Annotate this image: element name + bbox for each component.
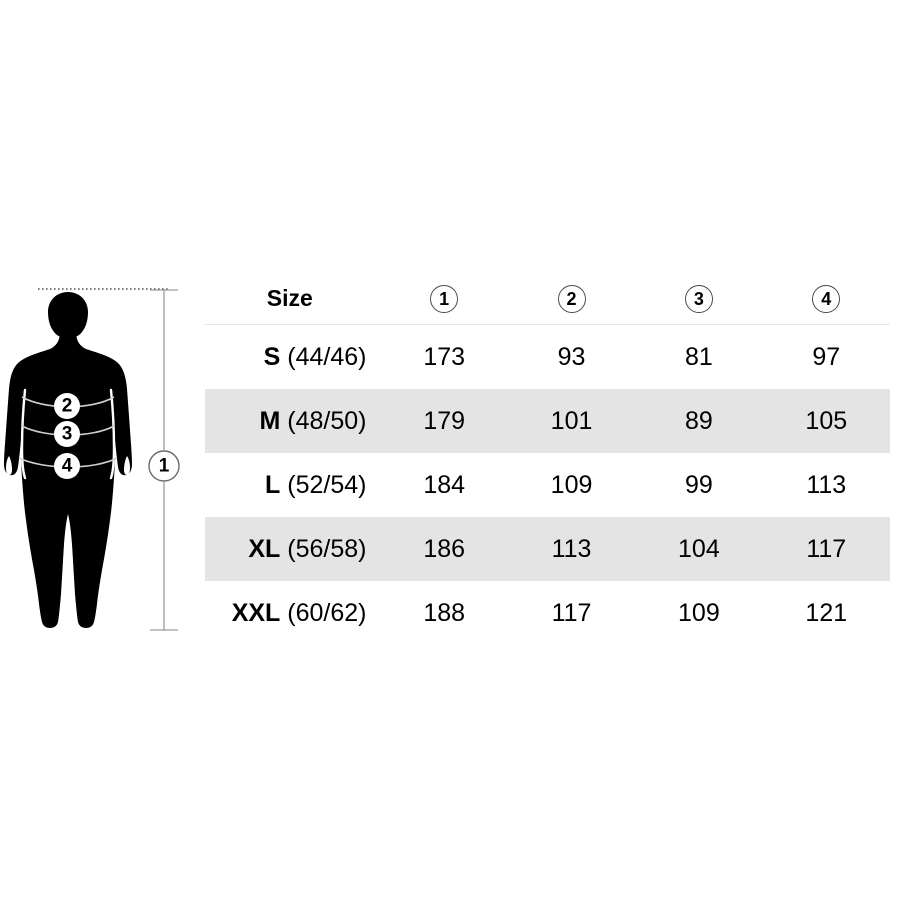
marker-waist-label: 3 [62,424,73,445]
cell-size-label: M (48/50) [205,389,381,453]
circle-3-icon: 3 [684,284,713,313]
circle-1-icon: 1 [430,284,459,313]
cell-measure-3: 104 [635,517,763,581]
column-header-size: Size [266,284,313,311]
cell-measure-3: 89 [635,389,763,453]
size-range: (56/58) [287,534,367,563]
cell-measure-1: 179 [380,389,508,453]
column-header-measure-1: 1 [381,272,508,324]
size-code: XXL [231,598,281,627]
size-code: M [259,406,281,435]
hand-detail [6,456,130,475]
cell-size-label: XXL (60/62) [205,581,381,645]
cell-measure-3: 81 [684,342,713,371]
marker-waist: 3 [54,421,80,447]
divider-rule [205,324,890,325]
marker-height-label: 1 [159,456,170,477]
body-figure-panel: 2 3 4 1 [0,270,200,660]
header-divider [205,324,890,325]
cell-size-label: L (52/54) [205,453,381,517]
table-row: S (44/46) 173 93 81 97 [205,325,890,389]
size-range: (48/50) [287,406,367,435]
cell-measure-2: 113 [507,517,636,581]
male-body-silhouette [4,292,132,628]
circle-4-icon: 4 [812,284,841,313]
column-header-measure-4: 4 [763,272,890,324]
size-range: (52/54) [287,470,367,499]
marker-chest-label: 2 [62,396,73,417]
cell-size-label: S (44/46) [205,325,381,389]
size-chart-table: Size 1 2 3 4 S (44/46) 173 93 81 97 M (48/ [205,272,890,645]
size-code: XL [248,534,281,563]
cell-measure-4: 113 [806,470,847,499]
cell-measure-1: 188 [423,598,466,627]
cell-measure-4: 121 [805,598,848,627]
table-row: XL (56/58) 186 113 104 117 [205,517,890,581]
table-row: M (48/50) 179 101 89 105 [205,389,890,453]
cell-size-label: XL (56/58) [205,517,381,581]
cell-measure-1: 173 [423,342,466,371]
table-body: S (44/46) 173 93 81 97 M (48/50) 179 101 89 105 L … [205,325,890,645]
column-header-measure-3: 3 [635,272,762,324]
size-code: S [263,342,281,371]
cell-measure-3: 99 [684,470,713,499]
arm-gap-highlights [20,388,116,480]
table-row: L (52/54) 184 109 99 113 [205,453,890,517]
cell-measure-4: 117 [762,517,890,581]
size-code: L [265,470,281,499]
column-header-measure-2: 2 [508,272,635,324]
header-row: Size 1 2 3 4 [205,272,890,324]
marker-hip: 4 [54,453,80,479]
marker-height: 1 [148,450,180,482]
cell-measure-2: 93 [557,342,586,371]
size-range: (60/62) [287,598,367,627]
height-measure-line [150,289,178,631]
table-header: Size 1 2 3 4 [205,272,890,325]
body-silhouette-diagram: 2 3 4 1 [4,288,180,631]
cell-measure-2: 117 [551,598,592,627]
marker-chest: 2 [54,393,80,419]
cell-measure-4: 97 [812,342,841,371]
cell-measure-4: 105 [762,389,890,453]
cell-measure-2: 109 [550,470,593,499]
circle-2-icon: 2 [557,284,586,313]
size-range: (44/46) [287,342,367,371]
table-row: XXL (60/62) 188 117 109 121 [205,581,890,645]
cell-measure-1: 186 [380,517,508,581]
cell-measure-3: 109 [678,598,720,627]
marker-hip-label: 4 [62,456,73,477]
cell-measure-2: 101 [507,389,636,453]
cell-measure-1: 184 [423,470,466,499]
